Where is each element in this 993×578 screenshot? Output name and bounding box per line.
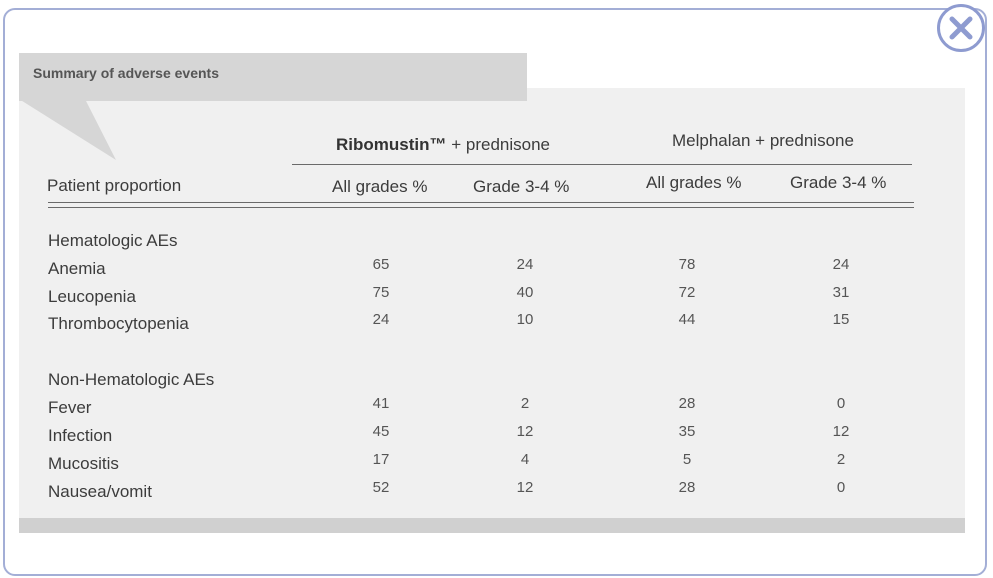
table-cell: 40	[516, 284, 534, 301]
table-cell: 15	[832, 311, 850, 328]
table-cell: 24	[832, 256, 850, 273]
col-header: Grade 3-4 %	[473, 177, 570, 196]
row-label: Infection	[48, 426, 113, 445]
row-label: Leucopenia	[48, 287, 136, 306]
table-cell: 17	[372, 451, 390, 468]
table-cell: 4	[520, 451, 530, 468]
group-divider	[292, 164, 912, 165]
close-button[interactable]	[937, 4, 985, 52]
group-rest: Melphalan + prednisone	[672, 131, 854, 150]
row-label: Anemia	[48, 259, 106, 278]
table-cell: 12	[832, 423, 850, 440]
group-brand: Ribomustin™	[336, 135, 447, 154]
col-header: All grades %	[646, 173, 742, 192]
table-cell: 41	[372, 395, 390, 412]
row-label: Mucositis	[48, 454, 119, 473]
title-tab: Summary of adverse events	[19, 53, 527, 101]
table-panel	[19, 88, 965, 518]
row-label: Fever	[48, 398, 92, 417]
table-cell: 45	[372, 423, 390, 440]
table-cell: 2	[836, 451, 846, 468]
table-cell: 31	[832, 284, 850, 301]
close-icon	[949, 16, 973, 40]
callout-pointer	[19, 99, 116, 160]
col-header: Grade 3-4 %	[790, 173, 887, 192]
table-cell: 44	[678, 311, 696, 328]
table-cell: 24	[516, 256, 534, 273]
group-header-melphalan: Melphalan + prednisone	[672, 131, 854, 151]
section-label-hematologic: Hematologic AEs	[48, 231, 178, 250]
table-cell: 52	[372, 479, 390, 496]
table-cell: 12	[516, 423, 534, 440]
group-rest: + prednisone	[446, 135, 550, 154]
panel-footer-bar	[19, 518, 965, 533]
row-label: Thrombocytopenia	[48, 314, 189, 333]
table-cell: 78	[678, 256, 696, 273]
table-cell: 12	[516, 479, 534, 496]
table-cell: 28	[678, 479, 696, 496]
table-cell: 65	[372, 256, 390, 273]
table-cell: 0	[836, 395, 846, 412]
table-cell: 35	[678, 423, 696, 440]
table-cell: 2	[520, 395, 530, 412]
group-header-ribomustin: Ribomustin™ + prednisone	[336, 135, 550, 155]
header-rule-bottom	[48, 207, 914, 208]
table-title: Summary of adverse events	[33, 65, 219, 81]
table-cell: 0	[836, 479, 846, 496]
section-label-non-hematologic: Non-Hematologic AEs	[48, 370, 215, 389]
row-label: Nausea/vomit	[48, 482, 152, 501]
row-header: Patient proportion	[47, 176, 182, 195]
col-header: All grades %	[332, 177, 428, 196]
table-cell: 5	[682, 451, 692, 468]
header-rule-top	[48, 202, 914, 203]
table-cell: 10	[516, 311, 534, 328]
table-cell: 28	[678, 395, 696, 412]
table-cell: 24	[372, 311, 390, 328]
table-cell: 75	[372, 284, 390, 301]
table-cell: 72	[678, 284, 696, 301]
